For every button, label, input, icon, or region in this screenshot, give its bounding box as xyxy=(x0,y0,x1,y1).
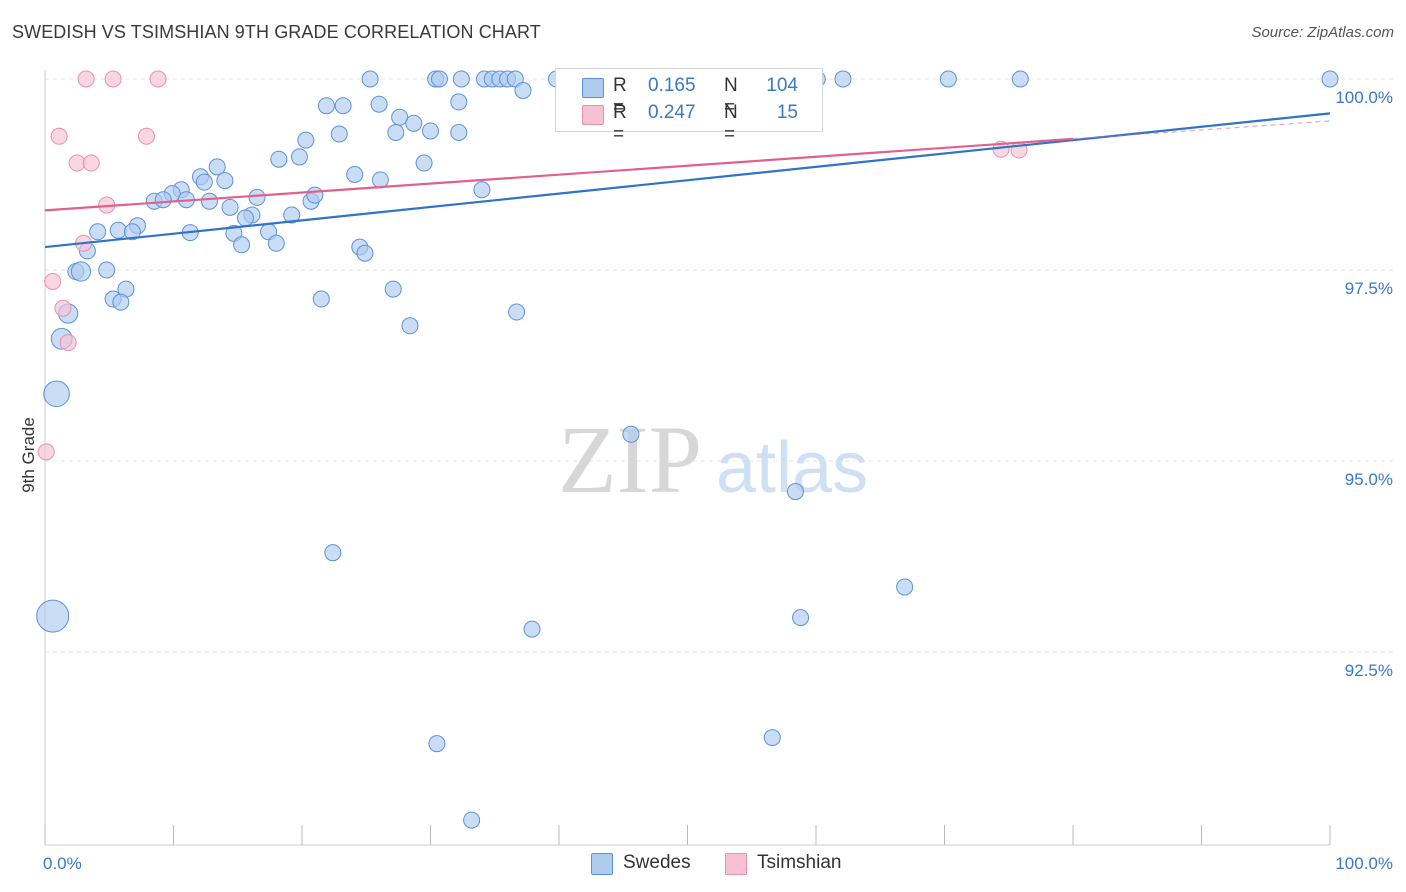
point-swedes xyxy=(71,262,90,281)
point-swedes xyxy=(371,96,387,112)
point-swedes xyxy=(155,192,171,208)
point-swedes xyxy=(474,182,490,198)
point-swedes xyxy=(388,124,404,140)
point-tsimshian xyxy=(60,335,76,351)
point-swedes xyxy=(90,224,106,240)
point-swedes xyxy=(196,174,212,190)
point-swedes xyxy=(451,124,467,140)
point-tsimshian xyxy=(139,128,155,144)
point-swedes xyxy=(313,291,329,307)
point-swedes xyxy=(362,71,378,87)
point-swedes xyxy=(291,149,307,165)
point-swedes xyxy=(331,126,347,142)
point-swedes xyxy=(222,199,238,215)
point-tsimshian xyxy=(150,71,166,87)
trend-line-swedes xyxy=(45,113,1330,247)
point-tsimshian xyxy=(51,128,67,144)
point-swedes xyxy=(940,71,956,87)
point-swedes xyxy=(268,235,284,251)
legend-swatch-tsimshian xyxy=(725,853,747,875)
point-swedes xyxy=(464,812,480,828)
point-swedes xyxy=(787,484,803,500)
legend-swatch-tsimshian xyxy=(582,105,604,125)
point-tsimshian xyxy=(78,71,94,87)
point-swedes xyxy=(423,123,439,139)
point-swedes xyxy=(406,115,422,131)
watermark: ZIP atlas xyxy=(558,406,868,513)
watermark-zip: ZIP xyxy=(558,406,702,513)
y-tick-label: 95.0% xyxy=(1345,470,1393,489)
legend-n-value: 15 xyxy=(762,102,798,124)
point-tsimshian xyxy=(38,444,54,460)
x-tick-label: 0.0% xyxy=(43,854,82,873)
legend-n-label: N = xyxy=(724,102,738,146)
point-swedes xyxy=(44,381,70,407)
legend-label-tsimshian: Tsimshian xyxy=(757,852,841,874)
legend-r-value: 0.247 xyxy=(648,102,696,124)
point-tsimshian xyxy=(83,155,99,171)
point-swedes xyxy=(325,545,341,561)
point-swedes xyxy=(451,94,467,110)
legend-label-swedes: Swedes xyxy=(623,852,691,874)
point-swedes xyxy=(793,610,809,626)
legend-swatch-swedes xyxy=(582,78,604,98)
scatter-chart: ZIP atlas 100.0% 97.5% 95.0% 92.5% 0.0% 100.0… xyxy=(0,0,1406,892)
point-tsimshian xyxy=(45,273,61,289)
point-tsimshian xyxy=(105,71,121,87)
point-swedes xyxy=(298,132,314,148)
y-tick-label: 97.5% xyxy=(1345,279,1393,298)
y-tick-label: 100.0% xyxy=(1335,88,1393,107)
point-swedes xyxy=(764,730,780,746)
point-swedes xyxy=(113,294,129,310)
point-swedes xyxy=(1012,71,1028,87)
point-swedes xyxy=(249,189,265,205)
point-swedes xyxy=(835,71,851,87)
point-swedes xyxy=(515,82,531,98)
point-swedes xyxy=(509,304,525,320)
point-swedes xyxy=(897,579,913,595)
y-tick-label: 92.5% xyxy=(1345,661,1393,680)
legend-n-value: 104 xyxy=(762,75,798,97)
point-swedes xyxy=(110,222,126,238)
x-tick-label: 100.0% xyxy=(1335,854,1393,873)
point-swedes xyxy=(385,281,401,297)
point-swedes xyxy=(237,210,253,226)
stats-legend: R = 0.165 N = 104 R = 0.247 N = 15 xyxy=(555,68,823,132)
y-axis-label: 9th Grade xyxy=(19,417,38,493)
point-swedes xyxy=(335,98,351,114)
point-swedes xyxy=(416,155,432,171)
legend-swatch-swedes xyxy=(591,853,613,875)
legend-r-value: 0.165 xyxy=(648,75,696,97)
point-swedes xyxy=(99,262,115,278)
point-swedes xyxy=(347,167,363,183)
point-swedes xyxy=(307,187,323,203)
point-swedes xyxy=(453,71,469,87)
point-swedes xyxy=(271,151,287,167)
point-swedes xyxy=(37,600,69,632)
grid-lines xyxy=(45,79,1395,652)
point-swedes xyxy=(1322,71,1338,87)
point-swedes xyxy=(201,193,217,209)
point-tsimshian xyxy=(55,300,71,316)
trend-line-extension-tsimshian xyxy=(1073,121,1330,139)
point-swedes xyxy=(318,98,334,114)
point-swedes xyxy=(357,245,373,261)
point-swedes xyxy=(217,173,233,189)
point-tsimshian xyxy=(69,155,85,171)
point-swedes xyxy=(524,621,540,637)
point-swedes xyxy=(372,172,388,188)
point-swedes xyxy=(392,109,408,125)
trend-lines xyxy=(45,113,1330,247)
point-swedes xyxy=(429,736,445,752)
legend-r-label: R = xyxy=(613,102,627,146)
point-swedes xyxy=(402,318,418,334)
point-swedes xyxy=(234,237,250,253)
point-swedes xyxy=(623,426,639,442)
point-swedes xyxy=(431,71,447,87)
